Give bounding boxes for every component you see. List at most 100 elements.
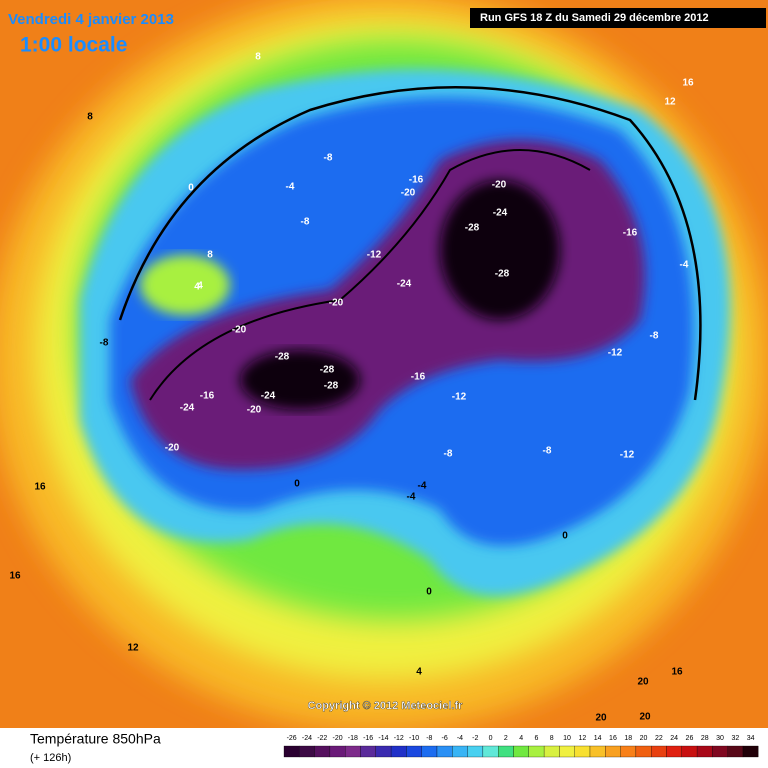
legend-tick: -10 xyxy=(409,735,419,742)
contour-label: -24 xyxy=(261,391,276,402)
contour-label: 12 xyxy=(127,643,139,654)
contour-label: -28 xyxy=(495,269,510,280)
legend-tick: -20 xyxy=(332,735,342,742)
legend-swatch xyxy=(406,745,422,758)
copyright: Copyright © 2012 Meteociel.fr xyxy=(308,700,464,712)
contour-label: -28 xyxy=(275,352,290,363)
contour-label: -24 xyxy=(397,279,412,290)
contour-label: -20 xyxy=(401,188,416,199)
run-box xyxy=(470,8,766,28)
contour-label: 0 xyxy=(188,183,194,194)
legend-swatch xyxy=(635,745,652,758)
legend-tick: -2 xyxy=(472,735,478,742)
legend-tick: -22 xyxy=(317,735,327,742)
legend-swatch xyxy=(666,745,682,758)
contour-label: -20 xyxy=(492,180,507,191)
legend-swatch xyxy=(421,745,438,758)
legend-tick: 6 xyxy=(534,735,538,742)
contour-label: 16 xyxy=(9,571,21,582)
contour-label: 8 xyxy=(255,52,261,63)
legend-swatch xyxy=(375,745,392,758)
contour-label: -20 xyxy=(165,443,180,454)
legend-swatch xyxy=(727,745,744,758)
legend-tick: 30 xyxy=(716,735,724,742)
legend-swatch xyxy=(543,745,560,758)
legend-tick: 32 xyxy=(731,735,739,742)
legend-swatch xyxy=(390,745,407,758)
contour-label: -16 xyxy=(623,228,638,239)
contour-label: -20 xyxy=(232,325,247,336)
contour-label: -8 xyxy=(650,331,659,342)
legend-swatch xyxy=(528,745,545,758)
contour-label: -28 xyxy=(324,381,339,392)
footer-lead: (+ 126h) xyxy=(30,752,71,764)
legend-tick: -12 xyxy=(394,735,404,742)
legend-swatch xyxy=(559,745,575,758)
contour-label: 4 xyxy=(416,667,422,678)
legend-tick: 0 xyxy=(489,735,493,742)
temperature-field xyxy=(0,0,768,730)
legend-tick: 26 xyxy=(686,735,694,742)
legend-swatch xyxy=(482,745,499,758)
contour-label: -12 xyxy=(620,450,635,461)
legend-swatch xyxy=(360,745,376,758)
contour-label: 0 xyxy=(562,531,568,542)
contour-label: -8 xyxy=(543,446,552,457)
legend-swatch xyxy=(742,745,759,758)
legend-tick: 10 xyxy=(563,735,571,742)
legend-swatch xyxy=(651,745,667,758)
contour-label: -4 xyxy=(407,492,416,503)
legend-swatch xyxy=(299,745,315,758)
legend-tick: -24 xyxy=(302,735,312,742)
contour-label: 4 xyxy=(194,282,200,293)
legend-swatch xyxy=(620,745,637,758)
contour-label: 16 xyxy=(34,482,46,493)
contour-label: 0 xyxy=(426,587,432,598)
legend-tick: 12 xyxy=(578,735,586,742)
legend-swatch xyxy=(329,745,346,758)
contour-label: -8 xyxy=(100,338,109,349)
legend-swatch xyxy=(696,745,713,758)
contour-label: -20 xyxy=(329,298,344,309)
contour-label: -4 xyxy=(286,182,295,193)
legend-tick: 24 xyxy=(670,735,678,742)
legend-tick: 34 xyxy=(747,735,755,742)
date: Vendredi 4 janvier 2013 xyxy=(8,11,174,28)
header: Vendredi 4 janvier 2013 1:00 locale Run … xyxy=(8,8,766,57)
legend-tick: 18 xyxy=(624,735,632,742)
contour-label: -20 xyxy=(247,405,262,416)
legend-tick: 2 xyxy=(504,735,508,742)
contour-label: -8 xyxy=(301,217,310,228)
legend-tick: -6 xyxy=(442,735,448,742)
contour-label: 16 xyxy=(682,78,694,89)
legend-swatch xyxy=(452,745,468,758)
legend-swatch xyxy=(574,745,591,758)
contour-label: 20 xyxy=(639,712,651,723)
legend-tick: 8 xyxy=(550,735,554,742)
legend-swatch xyxy=(712,745,728,758)
legend-tick: -26 xyxy=(287,735,297,742)
legend-tick: 20 xyxy=(640,735,648,742)
legend-tick: 4 xyxy=(519,735,523,742)
legend-tick: -8 xyxy=(426,735,432,742)
legend-swatch xyxy=(605,745,621,758)
legend-tick: 22 xyxy=(655,735,663,742)
contour-label: -28 xyxy=(320,365,335,376)
contour-label: -4 xyxy=(418,481,427,492)
legend-swatch xyxy=(513,745,529,758)
contour-label: -24 xyxy=(180,403,195,414)
legend-tick: -14 xyxy=(378,735,388,742)
legend-tick: -4 xyxy=(457,735,463,742)
legend-swatch xyxy=(589,745,606,758)
contour-label: 16 xyxy=(671,667,683,678)
contour-label: -12 xyxy=(452,392,467,403)
legend-tick: -18 xyxy=(348,735,358,742)
contour-label: -16 xyxy=(411,372,426,383)
footer-title: Température 850hPa xyxy=(30,731,161,747)
contour-label: -12 xyxy=(367,250,382,261)
contour-label: -12 xyxy=(608,348,623,359)
contour-label: -24 xyxy=(493,208,508,219)
legend-tick: 14 xyxy=(594,735,602,742)
legend-swatch xyxy=(345,745,361,758)
